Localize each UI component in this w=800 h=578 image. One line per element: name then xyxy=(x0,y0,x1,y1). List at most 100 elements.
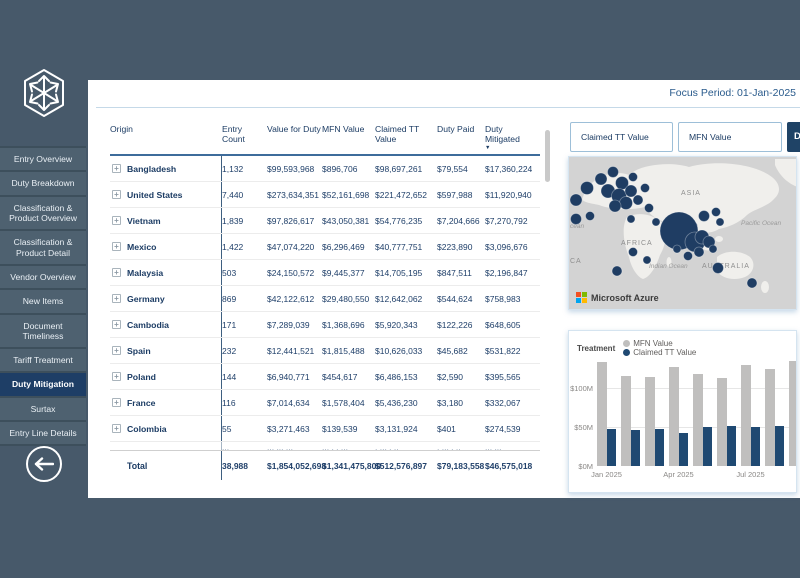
bar-mfn-apr-2025[interactable] xyxy=(669,367,679,466)
table-row-mexico[interactable]: + Mexico 1,422 $47,074,220 $6,296,469 $40,777… xyxy=(110,234,540,260)
table-row-germany[interactable]: + Germany 869 $42,122,612 $29,480,550 $12,642… xyxy=(110,286,540,312)
sidebar-item-tariff-treatment[interactable]: Tariff Treatment xyxy=(0,347,86,372)
sidebar-item-document-timeliness[interactable]: Document Timeliness xyxy=(0,312,86,348)
slicer-claimed-tt-value[interactable]: Claimed TT Value xyxy=(570,122,673,152)
column-header-value-for-duty[interactable]: Value for Duty xyxy=(267,124,321,134)
map-bubble[interactable] xyxy=(642,255,652,265)
map-bubble[interactable] xyxy=(711,207,721,217)
expand-icon[interactable]: + xyxy=(112,294,121,303)
bar-claimed-tt-feb-2025[interactable] xyxy=(631,430,640,466)
map-bubble[interactable] xyxy=(624,184,638,198)
expand-icon[interactable]: + xyxy=(112,216,121,225)
bar-claimed-tt-mar-2025[interactable] xyxy=(655,429,664,466)
expand-icon[interactable]: + xyxy=(112,242,121,251)
bar-claimed-tt-aug-2025[interactable] xyxy=(775,425,784,466)
legend-label: Claimed TT Value xyxy=(633,348,697,357)
table-row-cambodia[interactable]: + Cambodia 171 $7,289,039 $1,368,696 $5,920,3… xyxy=(110,312,540,338)
back-button[interactable] xyxy=(26,446,62,482)
sidebar-item-classification-product-overview[interactable]: Classification & Product Overview xyxy=(0,194,86,230)
sidebar-item-surtax[interactable]: Surtax xyxy=(0,395,86,421)
column-header-mfn-value[interactable]: MFN Value xyxy=(322,124,365,134)
table-row-spain[interactable]: + Spain 232 $12,441,521 $1,815,488 $10,626,03… xyxy=(110,338,540,364)
table-row-bangladesh[interactable]: + Bangladesh 1,132 $99,593,968 $896,706 $98,6… xyxy=(110,156,540,182)
table-row-france[interactable]: + France 116 $7,014,634 $1,578,404 $5,436,230… xyxy=(110,390,540,416)
sidebar-item-duty-breakdown[interactable]: Duty Breakdown xyxy=(0,170,86,195)
map-bubble[interactable] xyxy=(672,244,682,254)
map-bubble[interactable] xyxy=(628,172,638,182)
map-bubble[interactable] xyxy=(628,247,638,257)
bar-mfn-jun-2025[interactable] xyxy=(717,378,727,466)
sidebar-item-entry-line-details[interactable]: Entry Line Details xyxy=(0,420,86,447)
bar-claimed-tt-apr-2025[interactable] xyxy=(679,433,688,466)
table-row-poland[interactable]: + Poland 144 $6,940,771 $454,617 $6,486,153 $2… xyxy=(110,364,540,390)
map-bubble[interactable] xyxy=(644,203,654,213)
bar-mfn-mar-2025[interactable] xyxy=(645,377,655,466)
sidebar-item-classification-product-detail[interactable]: Classification & Product Detail xyxy=(0,229,86,264)
map-bubble[interactable] xyxy=(708,244,718,254)
table-row-united-states[interactable]: + United States 7,440 $273,634,351 $52,161,6… xyxy=(110,182,540,208)
map-bubble[interactable] xyxy=(619,196,633,210)
expand-icon[interactable]: + xyxy=(112,398,121,407)
sidebar-item-new-items[interactable]: New Items xyxy=(0,288,86,313)
map-bubble[interactable] xyxy=(640,183,650,193)
column-header-duty-paid[interactable]: Duty Paid xyxy=(437,124,475,134)
world-map-visual[interactable]: ASIA AFRICA AUSTRALIA Pacific Ocean Indian O… xyxy=(568,156,797,310)
origin-label: Vietnam xyxy=(127,215,161,226)
bar-claimed-tt-jan-2025[interactable] xyxy=(607,429,616,466)
map-bubble[interactable] xyxy=(611,265,623,277)
expand-icon[interactable]: + xyxy=(112,424,121,433)
table-scrollbar[interactable] xyxy=(545,130,550,182)
map-bubble[interactable] xyxy=(594,172,608,186)
sidebar-item-duty-mitigation[interactable]: Duty Mitigation xyxy=(0,371,86,396)
expand-icon[interactable]: + xyxy=(112,190,121,199)
map-bubble[interactable] xyxy=(651,217,661,227)
column-header-origin[interactable]: Origin xyxy=(110,124,133,134)
expand-icon[interactable]: + xyxy=(112,268,121,277)
map-bubble[interactable] xyxy=(626,214,636,224)
expand-icon[interactable]: + xyxy=(112,164,121,173)
map-bubble[interactable] xyxy=(683,251,693,261)
bar-mfn-jan-2025[interactable] xyxy=(597,362,607,466)
table-row-malaysia[interactable]: + Malaysia 503 $24,150,572 $9,445,377 $14,705… xyxy=(110,260,540,286)
map-bubble[interactable] xyxy=(712,262,724,274)
duty-button[interactable]: D xyxy=(787,122,800,152)
expand-icon[interactable]: + xyxy=(112,372,121,381)
value-cell: 38,988 xyxy=(222,460,248,471)
map-bubble[interactable] xyxy=(632,194,644,206)
bar-mfn-feb-2025[interactable] xyxy=(621,376,631,466)
map-bubble[interactable] xyxy=(585,211,595,221)
map-bubble[interactable] xyxy=(608,199,622,213)
map-bubble[interactable] xyxy=(715,217,725,227)
sidebar-item-entry-overview[interactable]: Entry Overview xyxy=(0,146,86,171)
map-bubble[interactable] xyxy=(698,210,710,222)
table-row-colombia[interactable]: + Colombia 55 $3,271,463 $139,539 $3,131,924 $… xyxy=(110,416,540,442)
value-cell: $531,822 xyxy=(485,345,521,356)
bar-claimed-tt-may-2025[interactable] xyxy=(703,427,712,466)
map-bubble[interactable] xyxy=(569,193,583,207)
bar-mfn-aug-2025[interactable] xyxy=(765,369,775,466)
map-bubble[interactable] xyxy=(607,166,619,178)
column-header-claimed-tt-value[interactable]: Claimed TT Value xyxy=(375,124,420,144)
table-row-partial[interactable]: ... ... ... ... ... . . ... . ... . .. . ...… xyxy=(110,442,540,450)
sidebar-item-vendor-overview[interactable]: Vendor Overview xyxy=(0,263,86,289)
map-bubble[interactable] xyxy=(693,246,705,258)
map-bubble[interactable] xyxy=(570,213,582,225)
legend-item-claimed-tt-value[interactable]: Claimed TT Value xyxy=(623,348,696,357)
bar-claimed-tt-jun-2025[interactable] xyxy=(727,426,736,466)
treatment-bar-chart[interactable]: Treatment MFN Value Claimed TT Value $0M $… xyxy=(568,330,797,493)
bar-claimed-tt-jul-2025[interactable] xyxy=(751,427,760,466)
column-header-entry-count[interactable]: Entry Count xyxy=(222,124,245,144)
table-row-vietnam[interactable]: + Vietnam 1,839 $97,826,617 $43,050,381 $54,7… xyxy=(110,208,540,234)
legend-item-mfn-value[interactable]: MFN Value xyxy=(623,339,696,348)
expand-icon[interactable]: + xyxy=(112,346,121,355)
map-bubble[interactable] xyxy=(580,181,594,195)
expand-icon[interactable]: + xyxy=(112,320,121,329)
slicer-mfn-value[interactable]: MFN Value xyxy=(678,122,782,152)
table-row-total[interactable]: Total 38,988 $1,854,052,698 $1,341,475,800 $… xyxy=(110,450,540,480)
map-bubble[interactable] xyxy=(746,277,758,289)
map-bubble[interactable] xyxy=(702,235,716,249)
bar-mfn-jul-2025[interactable] xyxy=(741,364,751,466)
column-header-duty-mitigated[interactable]: Duty Mitigated ▼ xyxy=(485,118,538,151)
bar-mfn-may-2025[interactable] xyxy=(693,374,703,466)
bar-mfn-sep-2025[interactable] xyxy=(789,360,796,466)
